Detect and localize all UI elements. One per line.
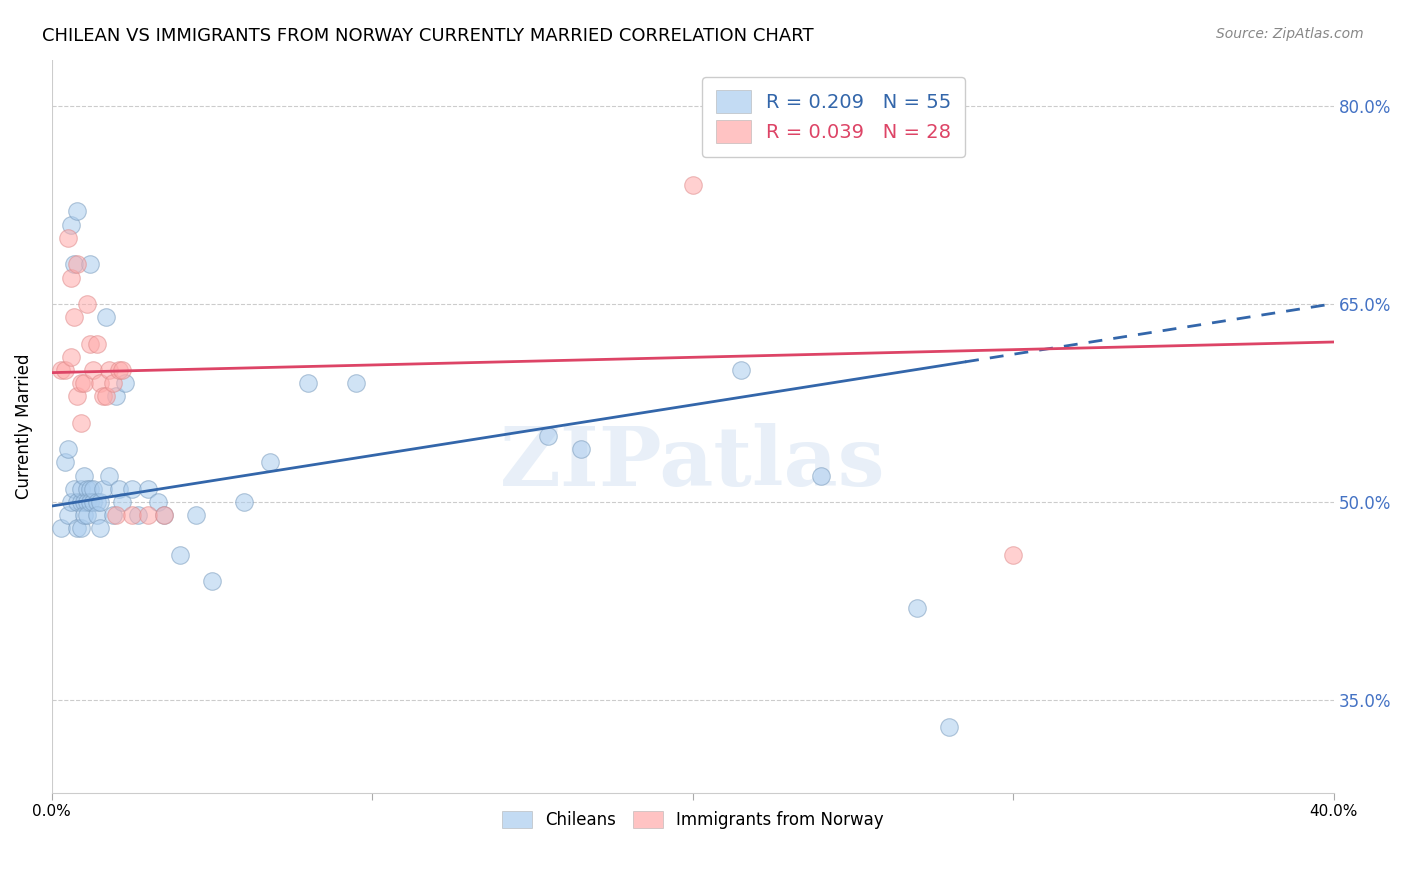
Point xyxy=(96,310,118,325)
Point xyxy=(259,455,281,469)
Point xyxy=(79,482,101,496)
Y-axis label: Currently Married: Currently Married xyxy=(15,353,32,499)
Point xyxy=(73,376,96,391)
Point xyxy=(82,482,104,496)
Point xyxy=(111,363,134,377)
Point xyxy=(73,495,96,509)
Point xyxy=(169,548,191,562)
Point xyxy=(66,204,89,219)
Point xyxy=(101,508,124,523)
Point xyxy=(127,508,149,523)
Point xyxy=(136,508,159,523)
Point xyxy=(66,495,89,509)
Point xyxy=(98,468,121,483)
Text: ZIPatlas: ZIPatlas xyxy=(501,423,886,503)
Point xyxy=(104,508,127,523)
Point xyxy=(121,482,143,496)
Point xyxy=(69,495,91,509)
Point xyxy=(101,376,124,391)
Point xyxy=(73,508,96,523)
Point xyxy=(59,270,82,285)
Point xyxy=(108,482,131,496)
Point xyxy=(56,442,79,457)
Point xyxy=(153,508,176,523)
Point xyxy=(98,363,121,377)
Point xyxy=(905,600,928,615)
Point xyxy=(66,389,89,403)
Point xyxy=(108,363,131,377)
Point xyxy=(76,508,98,523)
Point xyxy=(184,508,207,523)
Point xyxy=(810,468,832,483)
Legend: Chileans, Immigrants from Norway: Chileans, Immigrants from Norway xyxy=(495,804,890,836)
Point xyxy=(730,363,752,377)
Point xyxy=(79,495,101,509)
Point xyxy=(111,495,134,509)
Point xyxy=(89,521,111,535)
Point xyxy=(682,178,704,192)
Point xyxy=(51,363,73,377)
Point xyxy=(86,508,108,523)
Point xyxy=(66,257,89,271)
Point xyxy=(96,389,118,403)
Point xyxy=(56,508,79,523)
Point xyxy=(69,416,91,430)
Point xyxy=(114,376,136,391)
Point xyxy=(59,350,82,364)
Point xyxy=(136,482,159,496)
Point xyxy=(86,495,108,509)
Point xyxy=(82,363,104,377)
Point xyxy=(297,376,319,391)
Point xyxy=(51,521,73,535)
Point xyxy=(76,482,98,496)
Point xyxy=(66,521,89,535)
Point xyxy=(91,482,114,496)
Point xyxy=(76,297,98,311)
Point xyxy=(53,455,76,469)
Point xyxy=(76,495,98,509)
Point xyxy=(69,521,91,535)
Point xyxy=(153,508,176,523)
Point xyxy=(82,495,104,509)
Point xyxy=(63,257,86,271)
Point xyxy=(56,231,79,245)
Point xyxy=(89,495,111,509)
Point xyxy=(121,508,143,523)
Point xyxy=(63,482,86,496)
Point xyxy=(63,310,86,325)
Point xyxy=(89,376,111,391)
Point xyxy=(69,376,91,391)
Point xyxy=(59,218,82,232)
Point xyxy=(73,468,96,483)
Point xyxy=(201,574,224,589)
Point xyxy=(86,336,108,351)
Point xyxy=(1002,548,1025,562)
Point xyxy=(69,482,91,496)
Point xyxy=(91,389,114,403)
Point xyxy=(53,363,76,377)
Point xyxy=(79,336,101,351)
Point xyxy=(79,257,101,271)
Point xyxy=(233,495,256,509)
Point xyxy=(104,389,127,403)
Point xyxy=(569,442,592,457)
Text: Source: ZipAtlas.com: Source: ZipAtlas.com xyxy=(1216,27,1364,41)
Point xyxy=(146,495,169,509)
Text: CHILEAN VS IMMIGRANTS FROM NORWAY CURRENTLY MARRIED CORRELATION CHART: CHILEAN VS IMMIGRANTS FROM NORWAY CURREN… xyxy=(42,27,814,45)
Point xyxy=(344,376,367,391)
Point xyxy=(537,429,560,443)
Point xyxy=(938,720,960,734)
Point xyxy=(59,495,82,509)
